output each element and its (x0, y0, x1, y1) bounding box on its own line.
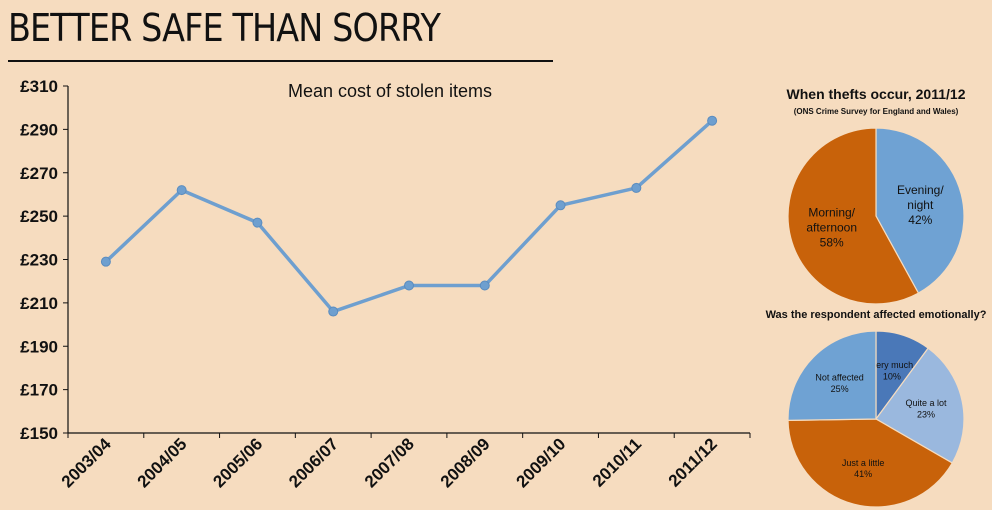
data-point (176, 185, 187, 196)
pie-slice-label: Very much (871, 360, 914, 370)
pie-slice (787, 418, 954, 508)
x-tick-label: 2010/11 (589, 434, 645, 490)
y-tick-label: £190 (20, 337, 58, 356)
pie2-title: Was the respondent affected emotionally? (766, 309, 987, 321)
data-point (328, 306, 339, 317)
x-tick-label: 2011/12 (665, 434, 721, 490)
pie-slice-value: 42% (908, 213, 932, 227)
data-point (100, 256, 111, 267)
data-point (631, 182, 642, 193)
pie-slice (787, 330, 877, 422)
x-tick-label: 2009/10 (512, 434, 569, 491)
pie-slice-label: Not affected (815, 373, 863, 383)
pie-slice-value: 58% (820, 236, 844, 250)
y-tick-label: £250 (20, 207, 58, 226)
pie-slice-value: 10% (883, 371, 901, 381)
y-tick-label: £150 (20, 424, 58, 443)
pie-slice-label: night (907, 198, 934, 212)
x-tick-label: 2008/09 (437, 434, 494, 491)
pie1-title: When thefts occur, 2011/12 (787, 86, 966, 102)
y-axis-ticks: £310 £290 £270 £250 £230 £210 £190 £170 £150 (20, 77, 68, 443)
x-axis-ticks: 2003/04 2004/05 2005/06 2006/07 2007/08 2008/… (58, 433, 751, 491)
line-series (100, 115, 718, 317)
headline-underline (8, 60, 553, 62)
pie-slice-value: 25% (831, 384, 849, 394)
x-tick-label: 2004/05 (134, 434, 191, 491)
pie-slice (875, 127, 965, 294)
x-tick-label: 2003/04 (58, 434, 115, 491)
y-tick-label: £310 (20, 77, 58, 96)
line-chart-axes (67, 86, 750, 434)
pie-slice-value: 41% (854, 469, 872, 479)
line-chart: Mean cost of stolen items £310 £290 £270 £2… (20, 77, 751, 491)
pie-chart-when-thefts-occur: When thefts occur, 2011/12 (ONS Crime Su… (787, 86, 966, 305)
line-chart-title: Mean cost of stolen items (288, 81, 492, 101)
pie1-subtitle: (ONS Crime Survey for England and Wales) (794, 107, 959, 116)
data-point (479, 280, 490, 291)
pie-chart-affected-emotionally: Was the respondent affected emotionally?… (766, 309, 987, 508)
pie-slice (875, 347, 965, 464)
data-point (707, 115, 718, 126)
pie-slice-label: afternoon (806, 221, 857, 235)
y-tick-label: £230 (20, 251, 58, 270)
pie-slice-label: Morning/ (808, 206, 855, 220)
pie-slice-label: Quite a lot (905, 398, 947, 408)
data-point (404, 280, 414, 291)
x-tick-label: 2005/06 (209, 434, 266, 491)
y-tick-label: £170 (20, 381, 58, 400)
pie-slice-value: 23% (917, 409, 935, 419)
pie-slice (787, 127, 920, 305)
y-tick-label: £290 (20, 120, 58, 139)
x-tick-label: 2006/07 (285, 434, 342, 491)
pie-slice-label: Evening/ (897, 183, 944, 197)
data-point (555, 200, 566, 211)
y-tick-label: £210 (20, 294, 58, 313)
pie-slice-label: Just a little (842, 458, 885, 468)
headline: BETTER SAFE THAN SORRY (8, 6, 441, 50)
x-tick-label: 2007/08 (361, 434, 418, 491)
data-point (252, 217, 263, 228)
y-tick-label: £270 (20, 164, 58, 183)
